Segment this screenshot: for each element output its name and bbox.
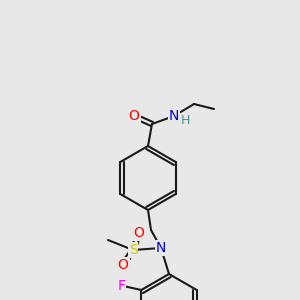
Text: O: O — [129, 109, 140, 123]
Text: N: N — [156, 241, 166, 255]
Text: O: O — [134, 226, 144, 240]
Text: S: S — [129, 243, 137, 257]
Text: H: H — [180, 113, 190, 127]
Text: F: F — [117, 279, 125, 293]
Text: O: O — [118, 258, 128, 272]
Text: N: N — [169, 109, 179, 123]
